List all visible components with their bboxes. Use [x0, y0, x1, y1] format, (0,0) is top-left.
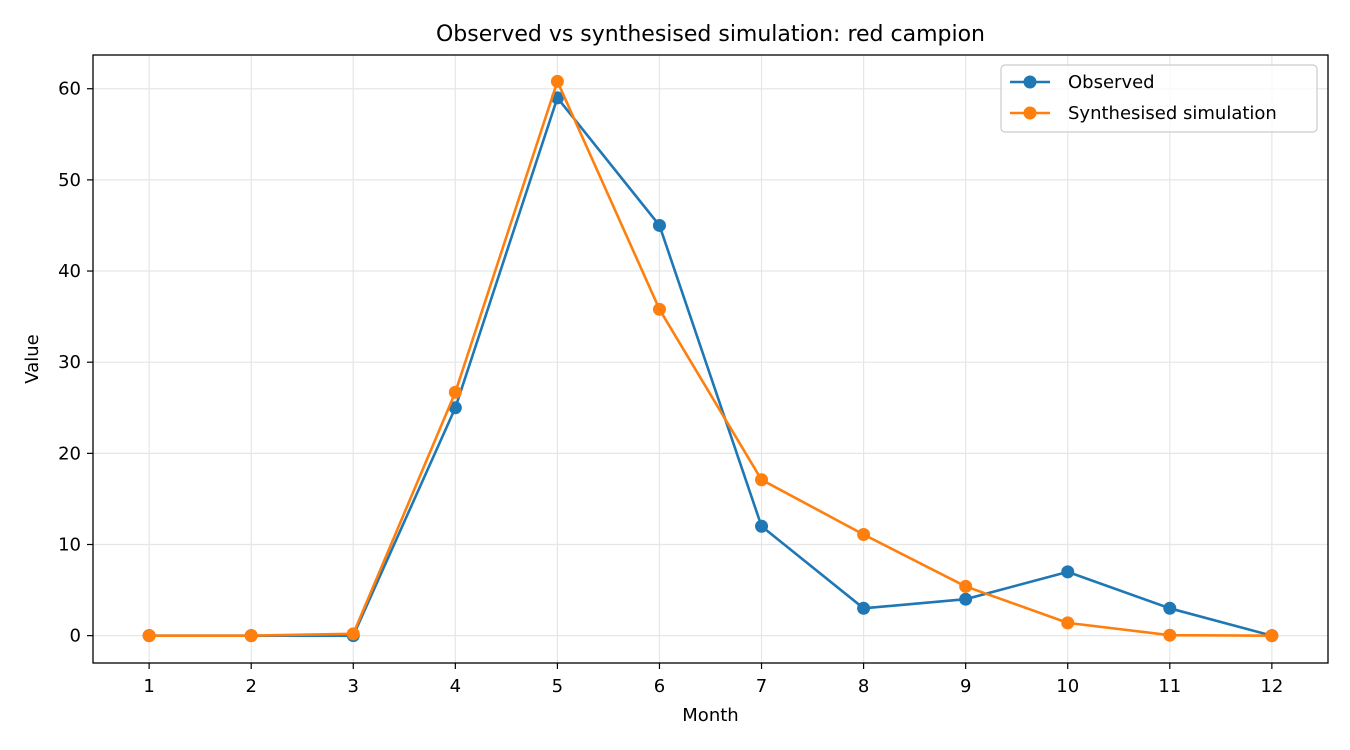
legend-label: Synthesised simulation: [1068, 103, 1277, 124]
x-tick-label: 2: [245, 676, 256, 697]
data-point: [1061, 565, 1075, 579]
x-tick-label: 11: [1158, 676, 1181, 697]
x-tick-label: 7: [756, 676, 767, 697]
x-tick-label: 6: [654, 676, 665, 697]
data-point: [959, 592, 973, 606]
legend-label: Observed: [1068, 72, 1155, 93]
legend-item: Observed: [1010, 72, 1155, 93]
data-point: [652, 218, 666, 232]
plot-frame: [92, 54, 1329, 664]
y-tick-label: 10: [58, 534, 81, 555]
x-tick-label: 3: [348, 676, 359, 697]
series-synthesised-simulation: [142, 74, 1279, 643]
data-point: [1061, 616, 1075, 630]
y-tick-label: 20: [58, 443, 81, 464]
x-tick-label: 5: [552, 676, 563, 697]
data-point: [244, 629, 258, 643]
y-tick-label: 40: [58, 261, 81, 282]
x-tick-label: 1: [143, 676, 154, 697]
x-axis-label: Month: [682, 705, 738, 726]
data-point: [1265, 629, 1279, 643]
x-tick-label: 10: [1056, 676, 1079, 697]
data-point: [1163, 601, 1177, 615]
data-point: [755, 519, 769, 533]
y-tick-label: 60: [58, 79, 81, 100]
chart-title: Observed vs synthesised simulation: red …: [436, 22, 985, 47]
data-point: [755, 473, 769, 487]
data-point: [1163, 628, 1177, 642]
legend-marker: [1023, 75, 1037, 89]
data-point: [448, 401, 462, 415]
legend-item: Synthesised simulation: [1010, 103, 1277, 124]
legend: Observed Synthesised simulation: [1000, 64, 1318, 133]
data-point: [652, 302, 666, 316]
y-tick-label: 0: [70, 626, 81, 647]
data-point: [346, 627, 360, 641]
data-point: [550, 74, 564, 88]
data-point: [857, 601, 871, 615]
y-tick-label: 50: [58, 170, 81, 191]
y-axis-label: Value: [22, 334, 43, 383]
y-tick-label: 30: [58, 352, 81, 373]
x-axis-ticks: 1 2 3 4 5 6 7 8 9 10 11 12: [143, 663, 1283, 697]
x-tick-label: 9: [960, 676, 971, 697]
series-line: [149, 80, 1272, 637]
series-line: [149, 96, 1273, 637]
x-tick-label: 4: [450, 676, 461, 697]
series-layer: [142, 74, 1279, 643]
legend-box: [1000, 64, 1318, 133]
data-point: [959, 579, 973, 593]
data-point: [448, 385, 462, 399]
data-point: [142, 629, 156, 643]
data-point: [857, 527, 871, 541]
y-axis-ticks: 0 10 20 30 40 50 60: [58, 79, 93, 647]
x-tick-label: 12: [1260, 676, 1283, 697]
legend-marker: [1023, 106, 1037, 120]
x-tick-label: 8: [858, 676, 869, 697]
